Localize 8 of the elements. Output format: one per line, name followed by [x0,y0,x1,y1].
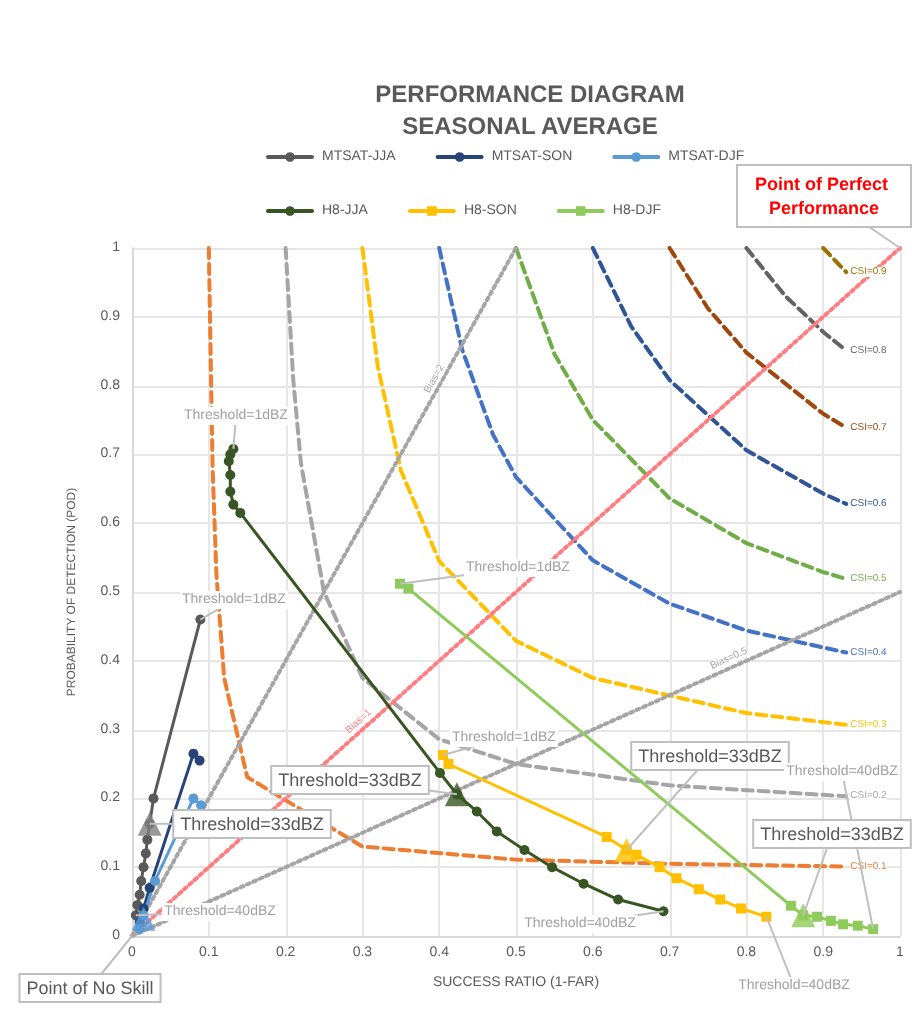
annotation: Threshold=33dBZ [638,746,783,766]
chart-subtitle: SEASONAL AVERAGE [402,112,658,140]
annotation: Point of Perfect Performance [754,174,894,218]
annotation: Threshold=33dBZ [278,770,423,790]
annotation: Threshold=33dBZ [760,824,905,844]
annotation: Threshold=33dBZ [180,814,325,834]
annotation: Point of No Skill [26,978,154,998]
chart-title: PERFORMANCE DIAGRAM [375,80,685,108]
